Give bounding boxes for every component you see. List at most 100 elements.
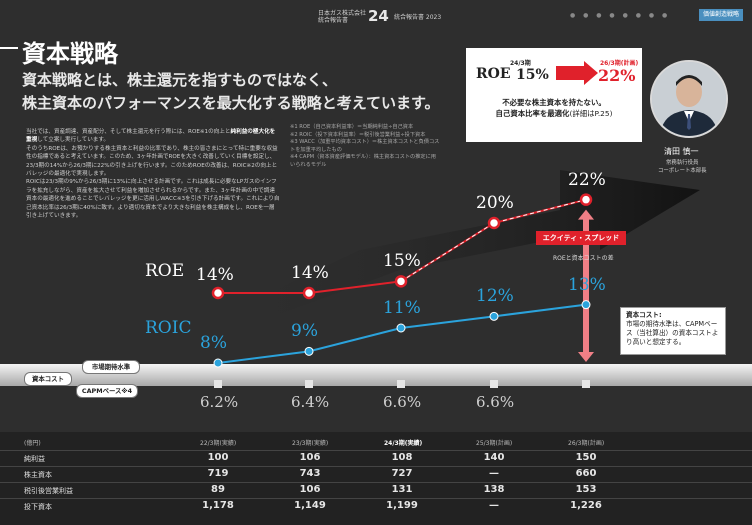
data-point-cost [490,380,498,388]
callout-period-current: 24/3期 [510,60,531,67]
pill-cost-of-capital: 資本コスト [24,372,72,386]
table-cell: 660 [575,468,597,479]
table-cell: 150 [575,452,597,463]
series-label-roic: ROIC [145,318,192,338]
data-point-cost [305,380,313,388]
data-label-roe: 14% [196,265,234,285]
data-label-roe: 14% [291,263,329,283]
footnotes: ※1 ROE（自己資本利益率）＝当期純利益÷自己資本 ※2 ROIC（投下資本利… [290,124,440,170]
data-label-roic: 12% [476,286,514,307]
data-point-roic [489,311,499,321]
callout-roe-current: 15% [516,67,549,83]
header-company-name: 日本ガス株式会社 [318,10,367,17]
data-point-roic [304,346,314,356]
header-report-title: 統合報告書 2023 [394,14,442,21]
executive-name: 清田 慎一 [664,147,699,156]
series-line-roe-plan-dash [400,199,587,282]
callout-roe-plan: 22% [598,66,636,85]
table-cell: 108 [391,452,413,463]
body-p1: 当社では、資産調達、資産配分、そして株主還元を行う際には、ROE※1の向上と [26,129,231,135]
data-label-cost: 6.6% [383,393,422,411]
cost-note-title: 資本コスト: [626,311,662,319]
footnote: ※3 WACC（加重平均資本コスト）＝株主資本コストと負債コストを加重平均したも… [290,139,440,153]
cost-of-capital-note: 資本コスト: 市場の期待水準は、CAPMベース（当社算出）の資本コストより高いと… [620,307,726,355]
table-cell: 106 [299,452,321,463]
data-label-roe: 22% [568,169,606,190]
data-point-roic [396,323,406,333]
data-label-roe: 15% [383,251,421,272]
financial-table [0,432,752,525]
title-rule [0,47,18,49]
table-cell: 153 [575,484,597,495]
body-text: 当社では、資産調達、資産配分、そして株主還元を行う際には、ROE※1の向上と純利… [26,128,280,220]
callout-line-2-main: 自己資本比率を最適化 [495,109,570,118]
table-cell: 89 [211,484,225,495]
body-p1-end: して立案し実行しています。 [37,137,110,144]
growth-arrow-background [210,170,700,340]
data-label-roe: 20% [476,193,514,213]
header-report-name: 統合報告書 [318,17,349,24]
table-cell: 727 [391,468,413,479]
data-point-roe [302,286,316,300]
table-row-label: 税引後営業利益 [24,487,73,495]
data-label-cost: 6.4% [291,393,330,411]
right-arrow-icon [556,61,598,85]
table-cell: 140 [483,452,505,463]
body-p2: そのうちROEは、お預かりする株主資本と利益の比率であり、株主の皆さまにとって特… [26,145,278,178]
table-cell: 138 [483,484,505,495]
header-nav-dots[interactable]: ● ● ● ● ● ● ● ● [570,12,671,19]
equity-spread-arrow [578,209,594,362]
footnote: ※2 ROIC（投下資本利益率）＝税引後営業利益÷投下資本 [290,131,426,138]
table-column-header: 24/3期(実績) [384,440,423,447]
table-cell: 1,149 [294,500,326,511]
roe-target-callout: 24/3期 ROE 15% 26/3期(計画) 22% 不必要な株主資本を持たな… [466,48,642,142]
data-label-roic: 9% [291,321,318,342]
lead-text: 資本戦略とは、株主還元を指すものではなく、 株主資本のパフォーマンスを最大化する… [22,69,439,115]
table-row-divider [0,466,752,467]
equity-spread-sublabel: ROEと資本コストの差 [553,255,614,262]
data-point-roe [487,216,501,230]
table-column-header: 25/3期(計画) [476,440,513,447]
callout-line-2: 自己資本比率を最適化(詳細はP.25) [466,108,642,119]
data-point-roic [581,300,591,310]
data-point-cost [214,380,222,388]
callout-page-ref[interactable]: (詳細はP.25) [569,109,613,118]
pill-market-expectation: 市場期待水準 [82,360,140,374]
data-point-roe [211,286,225,300]
data-label-roic: 13% [568,274,606,295]
roe-roic-chart [0,170,752,388]
header-bar: 日本ガス株式会社 統合報告書 24 統合報告書 2023 ● ● ● ● ● ●… [0,0,752,30]
data-point-roe [579,193,593,206]
body-p3: ROICは23/3期の9%から26/3期に13%に向上させる計画です。これは成長… [26,179,280,220]
header-company: 日本ガス株式会社 統合報告書 [318,10,366,24]
cost-band [0,364,752,386]
data-label-roic: 11% [383,298,421,318]
table-cell: 131 [391,484,413,495]
table-row-divider [0,482,752,483]
table-cell: — [489,468,499,479]
page-title: 資本戦略 [22,39,118,68]
page-number: 24 [368,7,389,25]
table-column-header: 22/3期(実績) [200,440,237,447]
table-cell: 719 [207,468,229,479]
lead-line-2: 株主資本のパフォーマンスを最大化する戦略と考えています。 [22,94,440,112]
table-cell: 106 [299,484,321,495]
person-icon [652,62,726,136]
lead-line-1: 資本戦略とは、株主還元を指すものではなく、 [22,71,338,89]
executive-title-1: 常務執行役員 [666,160,699,166]
table-cell: 1,226 [570,500,602,511]
data-label-cost: 6.6% [476,393,515,411]
data-point-cost [397,380,405,388]
series-label-roe: ROE [145,261,185,281]
data-point-roe [394,275,408,288]
section-tag[interactable]: 価値創造戦略 [699,9,743,21]
footnote: ※4 CAPM（資本資産評価モデル）：株主資本コストの推定に用いられるモデル [290,154,436,168]
table-row-divider [0,498,752,499]
table-unit: (億円) [24,440,41,447]
table-cell: 1,199 [386,500,418,511]
data-point-cost [582,380,590,388]
table-cell: — [489,500,499,511]
executive-title-2: コーポレート本部長 [658,168,707,174]
table-row-label: 純利益 [24,455,45,463]
pill-capm-base: CAPMベース※4 [76,384,138,398]
